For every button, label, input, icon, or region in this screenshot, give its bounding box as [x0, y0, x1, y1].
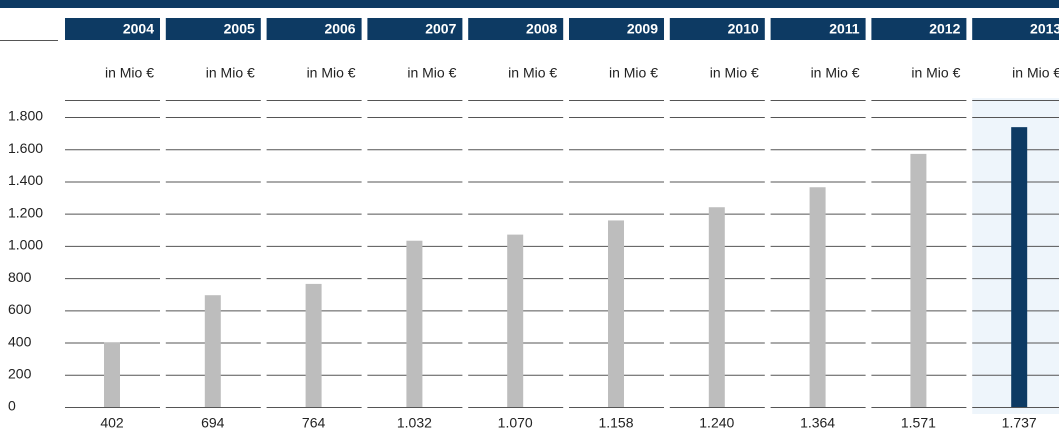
unit-label: in Mio €: [407, 65, 456, 81]
unit-label: in Mio €: [1012, 65, 1059, 81]
value-label: 1.070: [498, 415, 533, 431]
value-label: 1.737: [1002, 415, 1037, 431]
year-label: 2005: [224, 21, 255, 37]
bar: [608, 220, 624, 407]
y-tick-label: 1.800: [8, 108, 43, 124]
y-tick-label: 400: [8, 333, 32, 349]
year-box: [468, 18, 564, 40]
year-label: 2011: [829, 21, 860, 37]
unit-label: in Mio €: [811, 65, 860, 81]
value-label: 694: [201, 415, 225, 431]
bar: [406, 240, 423, 407]
bar: [104, 342, 120, 407]
bar: [1011, 127, 1028, 408]
y-tick-label: 1.400: [8, 172, 43, 188]
y-tick-label: 1.000: [8, 237, 43, 253]
year-label: 2012: [929, 21, 960, 37]
unit-label: in Mio €: [105, 65, 154, 81]
bar: [910, 153, 927, 407]
year-box: [165, 18, 261, 40]
y-tick-label: 800: [8, 269, 32, 285]
bar: [708, 207, 725, 407]
bar: [204, 295, 221, 407]
year-label: 2010: [728, 21, 759, 37]
value-label: 764: [302, 415, 326, 431]
top-band: [0, 0, 1059, 8]
unit-label: in Mio €: [206, 65, 255, 81]
year-box: [65, 18, 160, 40]
value-label: 1.240: [699, 415, 734, 431]
bar: [809, 187, 826, 407]
year-label: 2006: [324, 21, 355, 37]
unit-label: in Mio €: [609, 65, 658, 81]
year-label: 2009: [627, 21, 658, 37]
unit-label: in Mio €: [911, 65, 960, 81]
year-label: 2007: [425, 21, 456, 37]
year-box: [569, 18, 664, 40]
unit-label: in Mio €: [710, 65, 759, 81]
year-label: 2013: [1030, 21, 1059, 37]
y-tick-label: 1.200: [8, 204, 43, 220]
year-box: [367, 18, 463, 40]
unit-label: in Mio €: [508, 65, 557, 81]
year-box: [972, 18, 1059, 40]
unit-label: in Mio €: [307, 65, 356, 81]
value-label: 1.158: [598, 415, 633, 431]
value-label: 1.571: [901, 415, 936, 431]
year-label: 2004: [123, 21, 154, 37]
y-tick-label: 1.600: [8, 140, 43, 156]
year-box: [770, 18, 866, 40]
value-label: 402: [100, 415, 124, 431]
year-box: [871, 18, 967, 40]
bar: [507, 234, 524, 407]
y-tick-label: 200: [8, 365, 32, 381]
value-label: 1.364: [800, 415, 835, 431]
bar: [305, 283, 322, 407]
value-label: 1.032: [397, 415, 432, 431]
year-box: [266, 18, 362, 40]
year-label: 2008: [526, 21, 557, 37]
year-box: [669, 18, 765, 40]
y-tick-label: 600: [8, 301, 32, 317]
y-tick-label: 0: [8, 398, 16, 414]
